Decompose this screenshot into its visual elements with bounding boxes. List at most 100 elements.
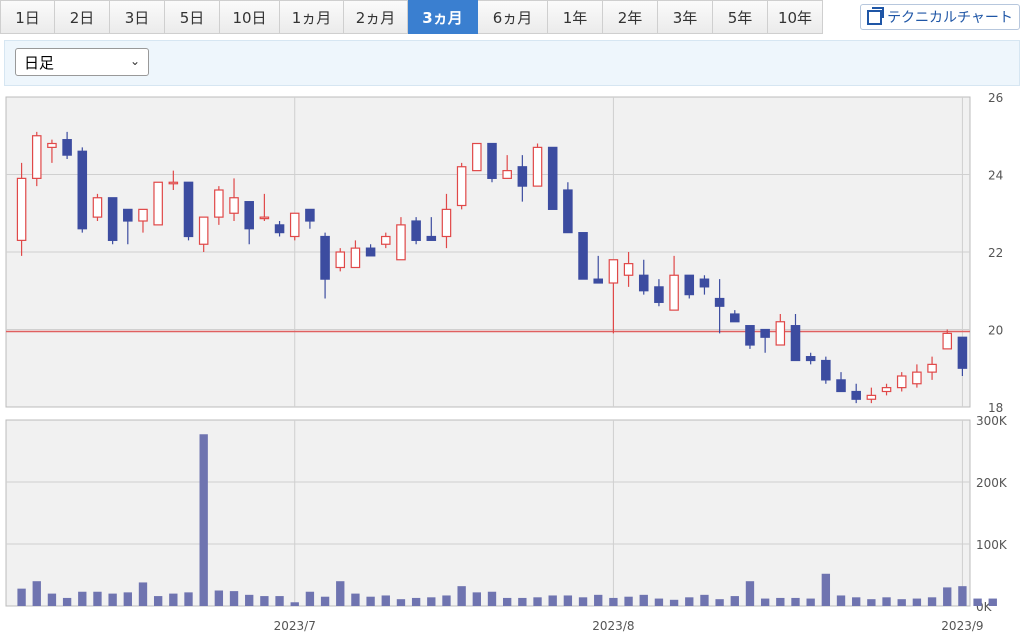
candle-down bbox=[760, 328, 770, 338]
volume-bar bbox=[411, 597, 421, 606]
candle-down bbox=[62, 139, 72, 156]
volume-bar bbox=[17, 588, 26, 606]
volume-bar bbox=[305, 591, 315, 606]
volume-tick-label: 300K bbox=[976, 414, 1008, 428]
candle-down bbox=[699, 278, 710, 288]
candle-down bbox=[305, 208, 315, 222]
volume-bar bbox=[503, 597, 512, 606]
volume-bar bbox=[229, 591, 239, 606]
volume-bar bbox=[275, 596, 284, 606]
period-tabs: 1日 2日 3日 5日 10日 1ヵ月 2ヵ月 3ヵ月 6ヵ月 1年 2年 3年 5年 10年 bbox=[0, 0, 1024, 34]
volume-bar bbox=[882, 597, 891, 606]
volume-bar bbox=[78, 591, 87, 606]
candle-up bbox=[896, 375, 907, 389]
volume-bar bbox=[594, 594, 603, 606]
candle-up bbox=[881, 387, 892, 393]
candle-up bbox=[335, 251, 346, 269]
tab-3[interactable]: 5日 bbox=[165, 0, 220, 34]
volume-bar bbox=[290, 602, 299, 606]
candle-down bbox=[107, 197, 118, 241]
volume-bar bbox=[548, 595, 557, 606]
tab-13[interactable]: 10年 bbox=[768, 0, 823, 34]
candle-down bbox=[821, 359, 831, 381]
candle-down bbox=[77, 150, 88, 230]
candle-up bbox=[775, 321, 786, 346]
volume-bar bbox=[685, 597, 694, 606]
volume-bar bbox=[973, 598, 982, 606]
volume-bar bbox=[442, 595, 451, 606]
tab-12[interactable]: 5年 bbox=[713, 0, 768, 34]
tab-10[interactable]: 2年 bbox=[603, 0, 658, 34]
volume-bar bbox=[518, 597, 527, 606]
price-panel bbox=[5, 96, 971, 408]
x-tick-label: 2023/9 bbox=[941, 619, 983, 633]
tab-4[interactable]: 10日 bbox=[220, 0, 280, 34]
candle-down bbox=[426, 235, 437, 241]
candle-down bbox=[487, 142, 497, 179]
price-tick-label: 24 bbox=[988, 169, 1003, 183]
tab-0[interactable]: 1日 bbox=[0, 0, 55, 34]
candle-down bbox=[593, 278, 603, 284]
volume-bar bbox=[806, 598, 815, 606]
interval-select[interactable]: 日足 ⌄ bbox=[15, 48, 149, 76]
volume-bar bbox=[791, 597, 800, 606]
technical-chart-button[interactable]: テクニカルチャート bbox=[860, 4, 1020, 30]
volume-bar bbox=[199, 434, 208, 606]
volume-bar bbox=[533, 597, 542, 606]
volume-bar bbox=[927, 597, 937, 606]
candle-up bbox=[92, 197, 103, 218]
candle-down bbox=[851, 390, 861, 400]
volume-bar bbox=[700, 594, 709, 606]
candle-down bbox=[714, 297, 725, 307]
candle-up bbox=[381, 235, 391, 245]
candle-up bbox=[866, 394, 877, 400]
candle-up bbox=[396, 224, 406, 261]
volume-bar bbox=[760, 598, 770, 606]
tab-8[interactable]: 6ヵ月 bbox=[478, 0, 548, 34]
volume-tick-label: 0K bbox=[976, 600, 993, 614]
candle-down bbox=[957, 336, 968, 369]
volume-bar bbox=[184, 592, 193, 606]
volume-bar bbox=[745, 581, 755, 606]
candle-down bbox=[654, 286, 664, 303]
interval-bar: 日足 ⌄ bbox=[4, 40, 1020, 86]
volume-bar bbox=[427, 597, 436, 606]
volume-bar bbox=[669, 599, 679, 606]
candle-up bbox=[214, 189, 224, 218]
candle-up bbox=[608, 259, 619, 284]
candle-up bbox=[47, 142, 57, 148]
price-tick-label: 18 bbox=[988, 401, 1003, 415]
candle-down bbox=[123, 208, 133, 222]
volume-bar bbox=[138, 582, 148, 606]
tab-6[interactable]: 2ヵ月 bbox=[344, 0, 408, 34]
tab-1[interactable]: 2日 bbox=[55, 0, 110, 34]
volume-bar bbox=[472, 592, 481, 606]
candle-up bbox=[259, 216, 270, 220]
volume-bar bbox=[821, 573, 831, 606]
candle-up bbox=[942, 332, 953, 350]
volume-bar bbox=[943, 587, 952, 606]
volume-bar bbox=[912, 598, 922, 606]
tab-2[interactable]: 3日 bbox=[110, 0, 165, 34]
tab-11[interactable]: 3年 bbox=[658, 0, 713, 34]
candle-up bbox=[168, 181, 179, 185]
candle-down bbox=[805, 356, 816, 362]
candle-down bbox=[183, 181, 194, 238]
tab-7[interactable]: 3ヵ月 bbox=[408, 0, 478, 34]
candle-down bbox=[790, 325, 801, 362]
tab-5[interactable]: 1ヵ月 bbox=[280, 0, 344, 34]
candle-down bbox=[638, 274, 649, 292]
candle-down bbox=[578, 232, 588, 280]
volume-bar bbox=[47, 593, 57, 606]
candle-up bbox=[502, 170, 512, 179]
volume-bar bbox=[639, 594, 648, 606]
volume-bar bbox=[988, 598, 997, 606]
tab-9[interactable]: 1年 bbox=[548, 0, 603, 34]
candle-down bbox=[836, 379, 846, 393]
volume-bar bbox=[487, 591, 497, 606]
volume-bar bbox=[609, 597, 618, 606]
price-tick-label: 22 bbox=[988, 246, 1003, 260]
volume-bar bbox=[396, 599, 406, 606]
volume-bar bbox=[867, 599, 876, 606]
